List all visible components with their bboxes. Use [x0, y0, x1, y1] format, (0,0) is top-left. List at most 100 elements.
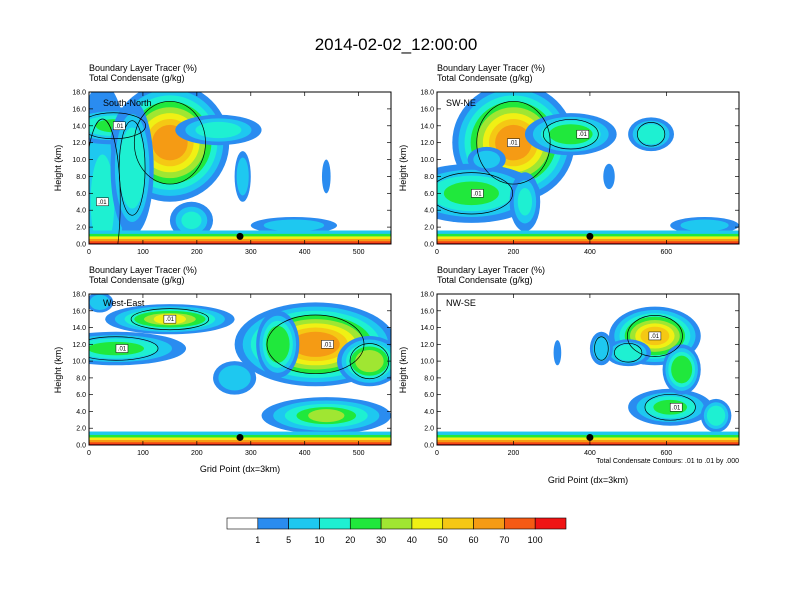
y-tick-label: 18.0: [72, 90, 86, 97]
panel-label-condensate: Total Condensate (g/kg): [437, 73, 533, 83]
y-tick-label: 14.0: [420, 123, 434, 130]
tracer-level: [181, 211, 202, 230]
colorbar-swatch: [534, 517, 567, 530]
tracer-field: .01 .01 .01: [437, 92, 739, 244]
contour-label-box: [321, 340, 334, 349]
y-tick-label: 18.0: [420, 90, 434, 97]
x-tick-label: 0: [87, 450, 91, 457]
contour-line: [476, 100, 551, 185]
tracer-level: [517, 187, 533, 216]
x-tick-label: 400: [299, 450, 311, 457]
contour-label: .01: [473, 191, 482, 197]
y-axis-label: Height (km): [53, 347, 63, 394]
x-tick-label: 200: [508, 249, 520, 256]
y-tick-label: 10.0: [72, 157, 86, 164]
x-axis-label: Grid Point (dx=3km): [200, 464, 280, 474]
y-axis-label: Height (km): [53, 145, 63, 192]
y-tick-label: 4.0: [424, 409, 434, 416]
plot-frame: [88, 91, 392, 245]
y-tick-label: 8.0: [424, 174, 434, 181]
panel-sw-ne: Boundary Layer Tracer (%) Total Condensa…: [398, 63, 740, 256]
tracer-level: [637, 124, 665, 145]
y-tick-label: 6.0: [424, 191, 434, 198]
panel-label-tracer: Boundary Layer Tracer (%): [89, 63, 197, 73]
tracer-level: [291, 331, 340, 357]
plot-area: .01 .01 .01 0.0 2.0 4.0 6.0 8.0 10.0 12.0 14.0 16.0…: [420, 90, 740, 256]
y-tick-label: 16.0: [420, 308, 434, 315]
x-tick-label: 400: [584, 450, 596, 457]
x-tick-label: 600: [661, 450, 673, 457]
y-tick-label: 2.0: [76, 225, 86, 232]
contour-label-box: [163, 314, 177, 324]
boundary-layer-band: [89, 443, 391, 445]
x-tick-label: 200: [191, 249, 203, 256]
y-tick-label: 16.0: [72, 106, 86, 113]
x-tick-label: 100: [137, 249, 149, 256]
location-marker: [586, 433, 594, 441]
condensate-contours: [437, 100, 666, 215]
boundary-layer-band: [89, 242, 391, 244]
panel-title: NW-SE: [446, 298, 476, 308]
colorbar: 1 5 10 20 30 40 50 60 70 100: [226, 517, 567, 545]
y-tick-label: 4.0: [424, 208, 434, 215]
colorbar-swatch: [349, 517, 382, 530]
x-axis-label: Grid Point (dx=3km): [548, 475, 628, 485]
y-tick-label: 8.0: [76, 174, 86, 181]
boundary-layer-band: [89, 241, 391, 244]
y-tick-label: 4.0: [76, 409, 86, 416]
x-tick-label: 300: [245, 450, 257, 457]
y-tick-label: 10.0: [420, 359, 434, 366]
plot-frame: [436, 293, 740, 446]
x-tick-label: 200: [191, 450, 203, 457]
y-tick-label: 6.0: [424, 392, 434, 399]
condensate-contours: [89, 100, 206, 244]
tracer-level: [218, 365, 251, 391]
tracer-level: [603, 163, 615, 190]
boundary-layer-band: [89, 442, 391, 445]
x-tick-label: 200: [508, 450, 520, 457]
y-tick-label: 14.0: [72, 325, 86, 332]
tracer-level: [706, 405, 726, 426]
panel-label-tracer: Boundary Layer Tracer (%): [89, 265, 197, 275]
y-axis-label: Height (km): [398, 145, 408, 192]
y-tick-label: 8.0: [76, 375, 86, 382]
contour-label-box: [96, 197, 109, 207]
tracer-level: [265, 325, 290, 363]
colorbar-swatch: [288, 517, 320, 530]
y-tick-label: 16.0: [72, 308, 86, 315]
panel-title: SW-NE: [446, 98, 476, 108]
colorbar-swatch: [473, 517, 505, 530]
contour-label-box: [669, 403, 683, 412]
contour-line: [130, 308, 210, 331]
colorbar-swatch: [319, 517, 351, 530]
x-tick-label: 0: [435, 450, 439, 457]
contour-label-box: [113, 121, 126, 131]
panel-south-north: Boundary Layer Tracer (%) Total Condensa…: [53, 63, 392, 256]
contour-label: .01: [672, 405, 681, 411]
colorbar-label: 70: [499, 535, 509, 545]
contour-line: [644, 393, 696, 421]
contour-line: [89, 112, 146, 140]
contour-label: .01: [98, 200, 107, 206]
condensate-contours: [89, 308, 390, 380]
colorbar-swatch: [442, 517, 474, 530]
contour-line: [133, 100, 206, 185]
y-tick-label: 12.0: [420, 342, 434, 349]
x-tick-label: 0: [87, 249, 91, 256]
y-tick-label: 2.0: [76, 426, 86, 433]
contour-label: .01: [579, 132, 588, 138]
condensate-contours: [594, 315, 696, 421]
location-marker: [236, 433, 244, 441]
panel-label-tracer: Boundary Layer Tracer (%): [437, 63, 545, 73]
contour-label: .01: [323, 342, 332, 348]
tracer-level: [549, 124, 593, 145]
panel-title: West-East: [103, 298, 145, 308]
tracer-level: [553, 340, 562, 366]
contour-line: [542, 119, 599, 150]
plot-area: .01 .01 0.0 2.0 4.0 6.0 8.0 10.0 12.0 14.0 16.0 18.…: [72, 90, 392, 256]
colorbar-label: 40: [407, 535, 417, 545]
colorbar-swatch: [380, 517, 413, 530]
y-tick-label: 0.0: [76, 443, 86, 450]
y-tick-label: 16.0: [420, 106, 434, 113]
